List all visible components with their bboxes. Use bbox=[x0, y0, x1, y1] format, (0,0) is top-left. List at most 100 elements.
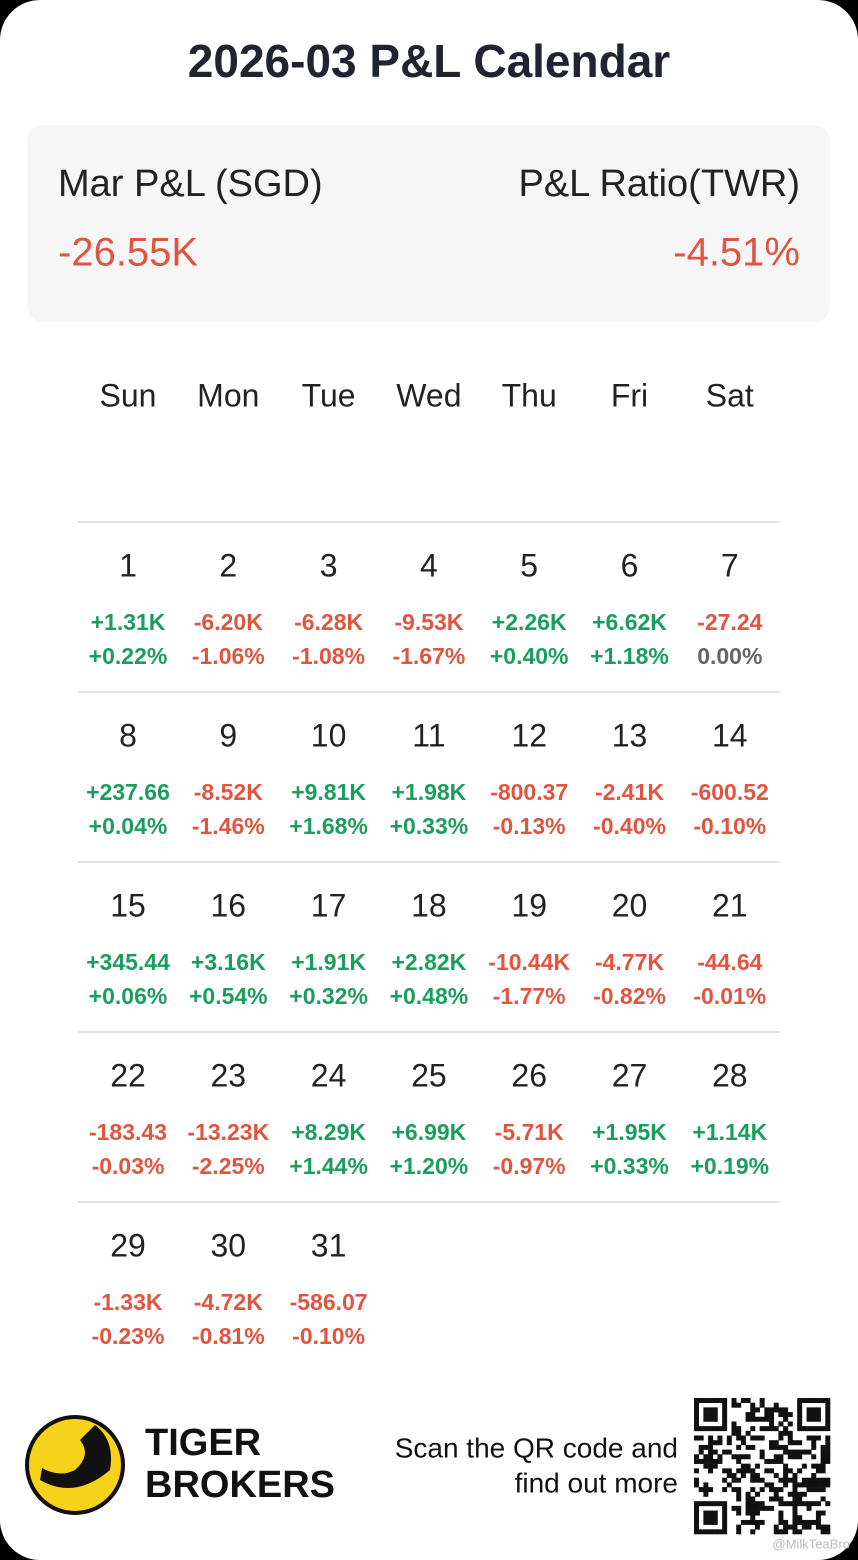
day-number: 28 bbox=[712, 1057, 748, 1093]
qr-module bbox=[745, 1463, 751, 1469]
day-pnl: +237.66 bbox=[86, 779, 170, 805]
qr-module bbox=[740, 1398, 746, 1403]
title: 2026-03 P&L Calendar bbox=[188, 35, 670, 87]
qr-module bbox=[722, 1426, 728, 1432]
day-ratio: -1.08% bbox=[292, 643, 365, 669]
qr-module bbox=[778, 1501, 784, 1507]
qr-module bbox=[703, 1444, 709, 1450]
qr-module bbox=[778, 1458, 784, 1464]
qr-module bbox=[773, 1407, 779, 1413]
qr-module bbox=[778, 1519, 784, 1525]
qr-module bbox=[731, 1477, 737, 1483]
cta: find out more bbox=[515, 1467, 678, 1498]
qr-module bbox=[712, 1519, 718, 1525]
qr-module bbox=[815, 1468, 821, 1474]
qr-module bbox=[773, 1491, 779, 1497]
qr-module bbox=[759, 1454, 765, 1460]
day-ratio: -0.10% bbox=[292, 1323, 365, 1349]
qr-module bbox=[754, 1477, 760, 1483]
qr-module bbox=[731, 1421, 737, 1427]
qr-module bbox=[694, 1515, 699, 1521]
day-number: 23 bbox=[211, 1057, 247, 1093]
qr-module bbox=[694, 1454, 699, 1460]
qr-module bbox=[731, 1487, 737, 1493]
qr-module bbox=[745, 1519, 751, 1525]
qr-module bbox=[773, 1440, 779, 1446]
qr-module bbox=[722, 1416, 728, 1422]
qr-module bbox=[740, 1473, 746, 1479]
qr-module bbox=[694, 1477, 699, 1483]
qr-module bbox=[750, 1426, 756, 1432]
qr-module bbox=[797, 1491, 803, 1497]
qr-module bbox=[820, 1487, 826, 1493]
qr-module bbox=[797, 1440, 803, 1446]
qr-module bbox=[694, 1426, 699, 1432]
qr-module bbox=[797, 1519, 803, 1525]
qr-module bbox=[806, 1477, 812, 1483]
qr-module bbox=[717, 1458, 723, 1464]
qr-module bbox=[736, 1491, 742, 1497]
qr-module bbox=[815, 1435, 821, 1441]
qr-module bbox=[792, 1529, 798, 1535]
qr-module bbox=[815, 1519, 821, 1525]
day-number: 24 bbox=[311, 1057, 347, 1093]
qr-module bbox=[759, 1501, 765, 1507]
qr-module bbox=[698, 1444, 704, 1450]
qr-module bbox=[825, 1398, 831, 1403]
qr-module bbox=[759, 1435, 765, 1441]
qr-module bbox=[722, 1515, 728, 1521]
qr-module bbox=[825, 1477, 831, 1483]
qr-module bbox=[825, 1524, 831, 1530]
qr-module bbox=[811, 1519, 817, 1525]
qr-module bbox=[806, 1501, 812, 1507]
day-number: 7 bbox=[721, 547, 739, 583]
qr-module bbox=[694, 1524, 699, 1530]
day-pnl: +1.91K bbox=[291, 949, 366, 975]
qr-module bbox=[736, 1454, 742, 1460]
qr-module bbox=[792, 1449, 798, 1455]
qr-module bbox=[792, 1473, 798, 1479]
summary-value: -4.51% bbox=[673, 231, 800, 275]
qr-module bbox=[759, 1416, 765, 1422]
qr-module bbox=[694, 1529, 699, 1535]
qr-module bbox=[750, 1444, 756, 1450]
day-ratio: +0.04% bbox=[89, 813, 168, 839]
qr-module bbox=[815, 1426, 821, 1432]
qr-module bbox=[820, 1426, 826, 1432]
qr-module bbox=[797, 1421, 803, 1427]
summary-label: Mar P&L (SGD) bbox=[58, 163, 323, 205]
day-ratio: +0.19% bbox=[690, 1153, 769, 1179]
qr-module bbox=[801, 1524, 807, 1530]
qr-module bbox=[754, 1435, 760, 1441]
qr-module bbox=[806, 1449, 812, 1455]
qr-module bbox=[703, 1426, 709, 1432]
qr-module bbox=[764, 1482, 770, 1488]
qr-module bbox=[717, 1426, 723, 1432]
qr-module bbox=[764, 1505, 770, 1511]
qr-module bbox=[797, 1468, 803, 1474]
qr-module bbox=[815, 1524, 821, 1530]
qr-module bbox=[773, 1426, 779, 1432]
qr-module bbox=[708, 1449, 714, 1455]
qr-module bbox=[769, 1444, 775, 1450]
qr-module bbox=[703, 1487, 709, 1493]
qr-module bbox=[764, 1458, 770, 1464]
logo bbox=[25, 1415, 125, 1515]
qr-module bbox=[797, 1501, 803, 1507]
day-ratio: -0.40% bbox=[593, 813, 666, 839]
qr-module bbox=[698, 1426, 704, 1432]
qr-module bbox=[783, 1444, 789, 1450]
qr-module bbox=[736, 1505, 742, 1511]
qr-module bbox=[825, 1454, 831, 1460]
qr-module bbox=[745, 1501, 751, 1507]
qr-module bbox=[820, 1510, 826, 1516]
qr-module bbox=[806, 1487, 812, 1493]
day-number: 17 bbox=[311, 887, 347, 923]
qr-module bbox=[754, 1501, 760, 1507]
qr-module bbox=[712, 1407, 718, 1413]
day-pnl: +6.62K bbox=[592, 609, 667, 635]
qr-module bbox=[806, 1412, 812, 1418]
qr-module bbox=[736, 1444, 742, 1450]
qr-module bbox=[820, 1444, 826, 1450]
qr-module bbox=[694, 1398, 699, 1403]
